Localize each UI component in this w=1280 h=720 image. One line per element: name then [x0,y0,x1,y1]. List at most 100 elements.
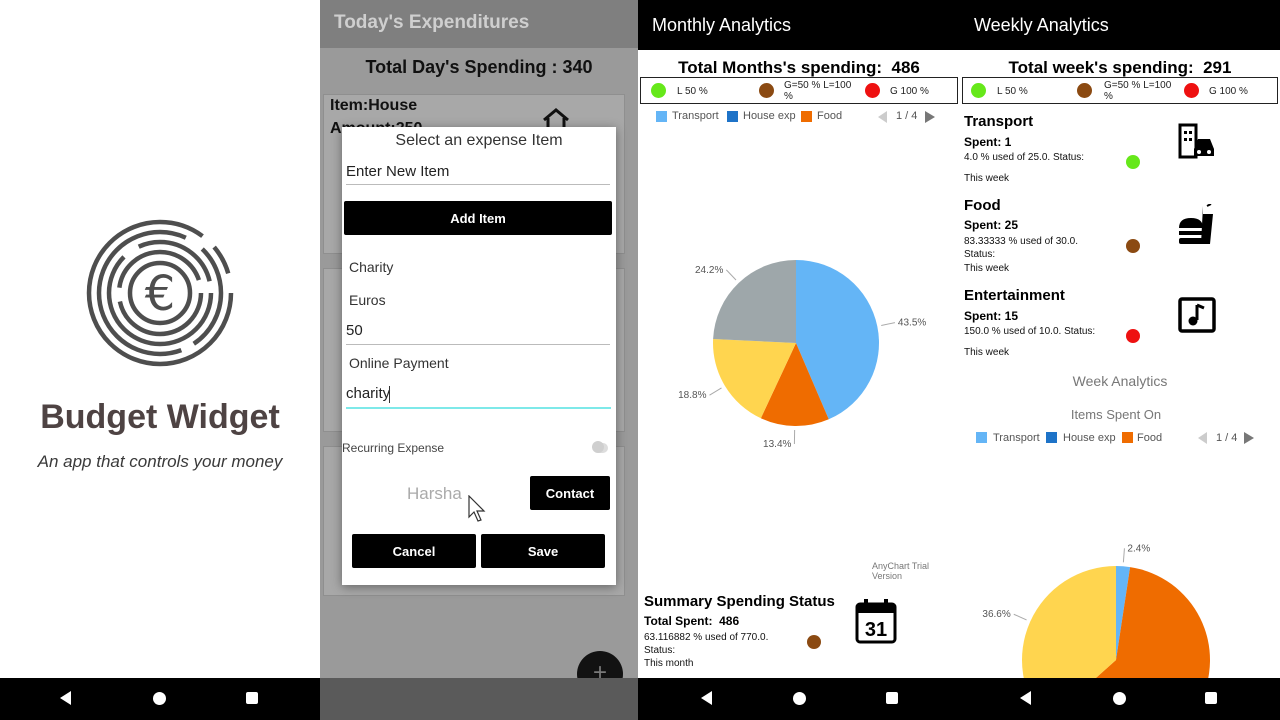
pie-slice-label: 36.6% [982,609,1010,620]
pie-slice-label: 2.4% [1127,543,1150,554]
pie-slice[interactable] [1046,567,1210,678]
recurring-label: Recurring Expense [342,441,445,455]
legend-swatch-transport [976,432,987,443]
legend-mid: G=50 % L=100 % [1104,80,1172,102]
brown-dot [759,83,774,98]
app-title: Budget Widget [40,398,280,436]
pager-prev-icon[interactable] [878,111,887,123]
monthly-analytics-screen: Monthly Analytics Total Months's spendin… [638,0,960,720]
legend-label-transport[interactable]: Transport [672,110,719,122]
legend-label-transport[interactable]: Transport [993,432,1040,444]
nav-home-icon[interactable] [153,692,166,705]
pager-text: 1 / 4 [896,110,918,122]
splash-screen: € Budget Widget An app that controls you… [0,0,320,720]
app-bar: Today's Expenditures [320,0,638,48]
nav-back-icon[interactable] [1020,691,1031,705]
pie-slice[interactable] [760,343,829,426]
category-title-entertainment: Entertainment [964,287,1065,304]
page-title: Today's Expenditures [334,12,530,33]
pie-label-connector [709,387,722,396]
nav-back-icon[interactable] [60,691,71,705]
category-spent-transport: Spent: 1 [964,135,1012,149]
pie-slice[interactable] [713,338,796,419]
pie-slice[interactable] [713,260,796,343]
weekly-pie-chart: 2.4% 36.6% [982,543,1210,678]
nav-recents-icon[interactable] [1205,692,1217,704]
pie-slice-label: 43.5% [898,318,926,329]
category-used-food: 83.33333 % used of 30.0. [964,236,1078,247]
red-dot [1184,83,1199,98]
pie-slice[interactable] [1022,566,1116,678]
legend-swatch-house [1046,432,1057,443]
pie-slice-label: 13.4% [763,439,791,450]
system-nav-bar [0,678,320,720]
app-bar: Monthly Analytics [638,0,960,50]
status-dot-entertainment [1126,329,1140,343]
cancel-button[interactable]: Cancel [352,534,476,568]
pie-label-connector [725,269,737,281]
contact-name: Harsha [407,484,462,503]
category-used-entertainment: 150.0 % used of 10.0. Status: [964,326,1096,337]
pie-slice[interactable] [796,260,879,420]
page-title: Weekly Analytics [974,15,1109,35]
category-title-food: Food [964,197,1001,214]
legend-label-house[interactable]: House exp [743,110,796,122]
status-legend: L 50 % G=50 % L=100 % G 100 % [962,77,1278,104]
red-dot [865,83,880,98]
legend-label-food[interactable]: Food [817,110,843,122]
add-item-button[interactable]: Add Item [344,201,612,235]
nav-home-icon[interactable] [1113,692,1126,705]
nav-home-icon[interactable] [793,692,806,705]
currency-select[interactable]: Euros [349,292,386,308]
system-nav-bar [320,678,638,720]
pager-next-icon[interactable] [925,111,935,123]
legend-label-house[interactable]: House exp [1063,432,1116,444]
expenditures-screen: Today's Expenditures Total Day's Spendin… [320,0,638,720]
brown-dot [1077,83,1092,98]
pie-slice[interactable] [1116,566,1131,660]
pie-label-connector [1013,613,1027,621]
chart-title: Items Spent On [1070,407,1162,422]
category-period-entertainment: This week [964,347,1010,358]
monthly-pie-chart: 43.5% 13.4% 18.8% 24.2% [678,260,926,450]
nav-back-icon[interactable] [701,691,712,705]
chart-watermark: AnyChart Trial Version [872,561,930,581]
legend-high: G 100 % [890,86,929,97]
save-button[interactable]: Save [481,534,605,568]
legend-high: G 100 % [1209,86,1248,97]
legend-label-food[interactable]: Food [1137,432,1163,444]
legend-mid: G=50 % L=100 % [784,80,852,102]
legend-swatch-house [727,111,738,122]
day-total: Total Day's Spending : 340 [365,57,593,77]
status-dot-food [1126,239,1140,253]
amount-input[interactable]: 50 [346,322,363,339]
description-input[interactable]: charity [346,385,391,402]
nav-recents-icon[interactable] [246,692,258,704]
text-cursor [389,386,390,403]
system-nav-bar [638,678,960,720]
add-expense-dialog: Select an expense Item Enter New Item Ad… [342,127,616,585]
category-spent-food: Spent: 25 [964,218,1019,232]
contact-button[interactable]: Contact [530,476,610,510]
category-used-transport: 4.0 % used of 25.0. Status: [964,152,1085,163]
category-title-transport: Transport [964,113,1034,130]
new-item-input[interactable]: Enter New Item [346,163,450,180]
payment-select[interactable]: Online Payment [349,355,449,371]
pager-prev-icon[interactable] [1198,432,1207,444]
pie-label-connector [1122,548,1125,563]
category-select[interactable]: Charity [349,259,394,275]
building-car-icon [1178,123,1214,159]
pager-text: 1 / 4 [1216,432,1238,444]
music-note-icon [1178,297,1216,333]
euro-maze-icon: € [86,219,234,367]
legend-swatch-food [801,111,812,122]
legend-low: L 50 % [677,86,708,97]
svg-text:€: € [145,266,176,322]
page-title: Monthly Analytics [652,15,792,35]
nav-recents-icon[interactable] [886,692,898,704]
app-bar: Weekly Analytics [960,0,1280,50]
dialog-title: Select an expense Item [395,132,563,149]
week-total: Total week's spending: 291 [1008,58,1232,77]
recurring-toggle-thumb[interactable] [592,441,604,453]
pager-next-icon[interactable] [1244,432,1254,444]
